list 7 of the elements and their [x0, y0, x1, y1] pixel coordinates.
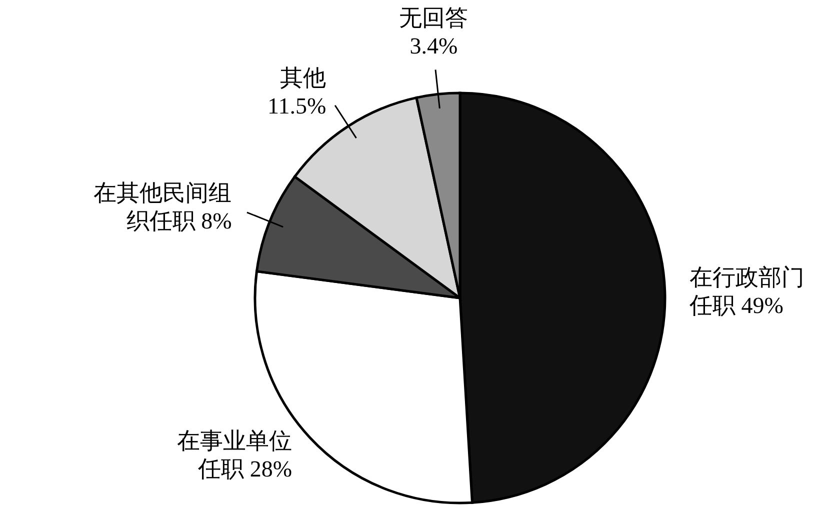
- slice-label: 在其他民间组织任职 8%: [94, 180, 232, 234]
- slice-label: 无回答: [399, 5, 468, 30]
- slice-label: 其他: [280, 66, 326, 91]
- data-label: 11.5%: [268, 94, 326, 119]
- slice-label: 在行政部门任职 49%: [688, 265, 804, 318]
- slice-label: 在事业单位任职 28%: [177, 428, 292, 482]
- data-label: 3.4%: [410, 33, 458, 58]
